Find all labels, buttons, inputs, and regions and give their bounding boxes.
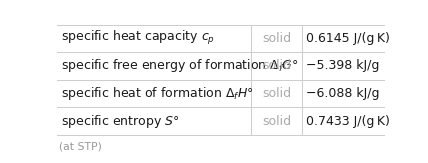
Text: 0.6145 J/(g K): 0.6145 J/(g K)	[306, 32, 390, 45]
Text: solid: solid	[262, 59, 291, 73]
Text: specific heat capacity $c_p$: specific heat capacity $c_p$	[62, 29, 216, 47]
Text: solid: solid	[262, 32, 291, 45]
Text: specific heat of formation $\Delta_f H°$: specific heat of formation $\Delta_f H°$	[62, 85, 254, 102]
Text: (at STP): (at STP)	[59, 141, 102, 151]
Text: −5.398 kJ/g: −5.398 kJ/g	[306, 59, 379, 73]
Text: −6.088 kJ/g: −6.088 kJ/g	[306, 87, 380, 100]
Text: solid: solid	[262, 87, 291, 100]
Text: specific free energy of formation $\Delta_f G°$: specific free energy of formation $\Delt…	[62, 58, 299, 74]
Text: specific entropy $S°$: specific entropy $S°$	[62, 113, 180, 130]
Text: 0.7433 J/(g K): 0.7433 J/(g K)	[306, 115, 390, 128]
Text: solid: solid	[262, 115, 291, 128]
